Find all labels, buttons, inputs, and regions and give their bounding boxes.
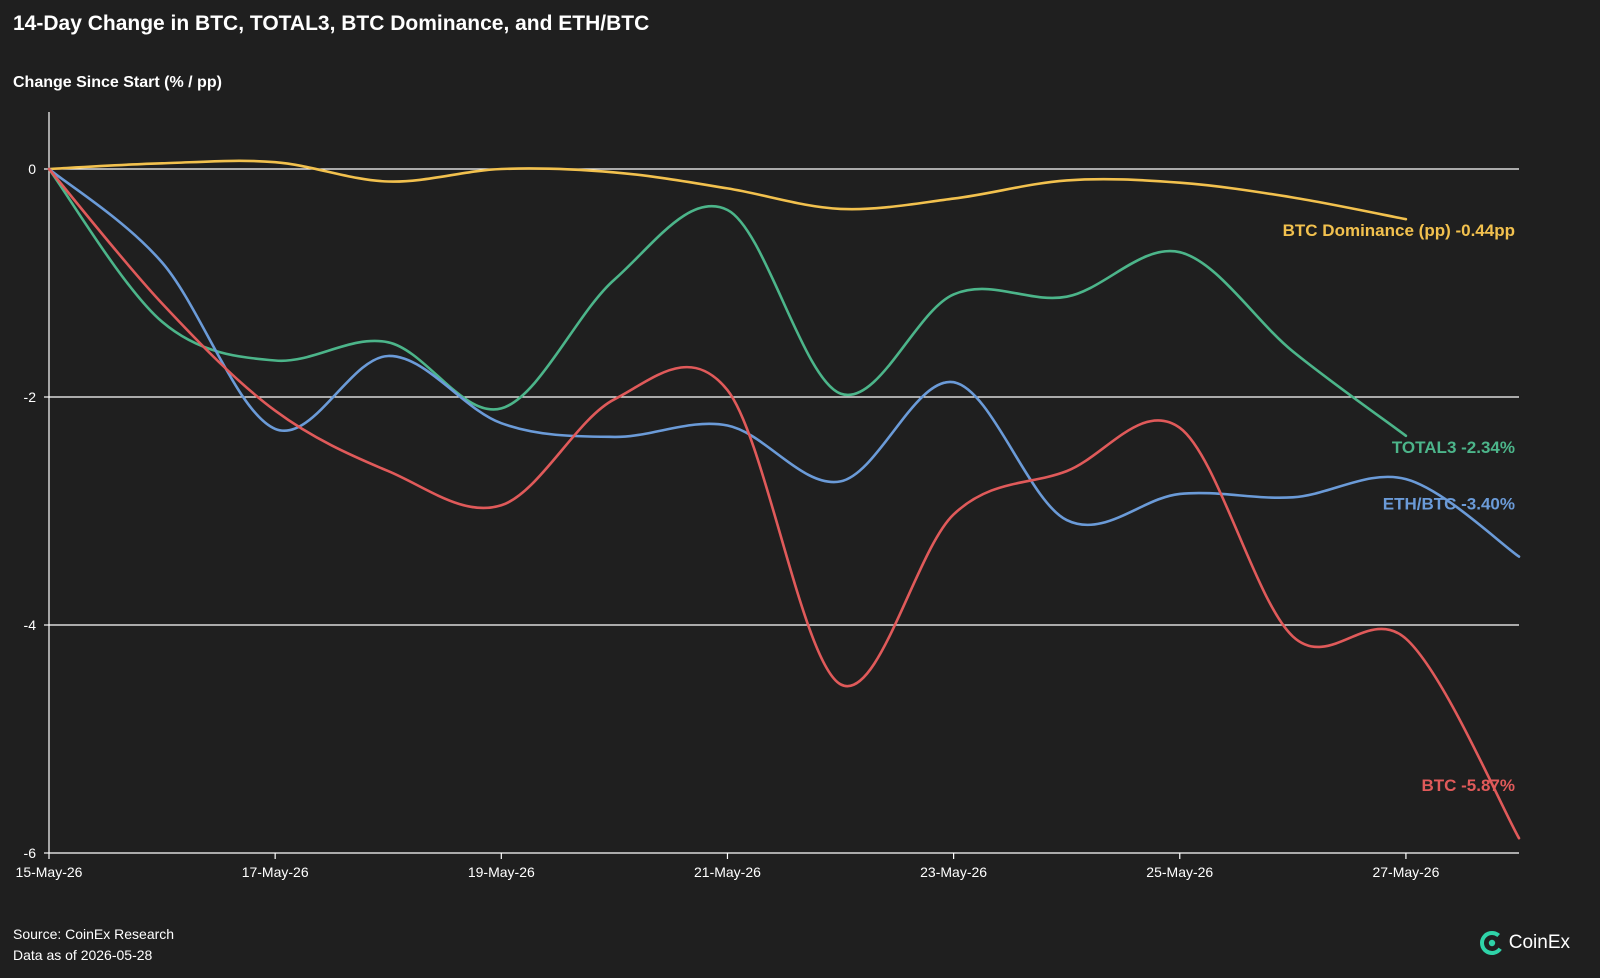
data-date-text: Data as of 2026-05-28 xyxy=(13,947,153,963)
x-tick-label: 27-May-26 xyxy=(1372,864,1439,880)
series-line-total3 xyxy=(47,167,1408,438)
grid-layer xyxy=(49,168,1519,626)
x-tick-label: 19-May-26 xyxy=(468,864,535,880)
x-tick-label: 15-May-26 xyxy=(16,864,83,880)
series-label-btc: BTC -5.87% xyxy=(1421,776,1515,795)
y-tick-label: -6 xyxy=(24,845,37,861)
chart-title: 14-Day Change in BTC, TOTAL3, BTC Domina… xyxy=(13,12,650,35)
y-axis-title: Change Since Start (% / pp) xyxy=(13,74,222,91)
series-line-btc xyxy=(47,167,1521,840)
x-tick-label: 23-May-26 xyxy=(920,864,987,880)
series-label-eth-btc: ETH/BTC -3.40% xyxy=(1383,495,1515,514)
source-text: Source: CoinEx Research xyxy=(13,926,175,942)
series-layer xyxy=(47,159,1521,840)
y-tick-label: 0 xyxy=(28,161,36,177)
coinex-logo: CoinEx xyxy=(1479,930,1570,956)
x-tick-label: 17-May-26 xyxy=(242,864,309,880)
logo-text: CoinEx xyxy=(1508,932,1570,953)
y-tick-label: -2 xyxy=(24,389,37,405)
axis-layer: 0 -2 -4 -6 15-May-26 17-May-26 19-May-26 21-May… xyxy=(16,112,1519,880)
series-line-eth-btc xyxy=(47,167,1521,558)
series-label-total3: TOTAL3 -2.34% xyxy=(1392,438,1515,457)
y-tick-label: -4 xyxy=(24,617,37,633)
source-block: Source: CoinEx Research Data as of 2026-… xyxy=(13,924,174,966)
x-tick-label: 25-May-26 xyxy=(1146,864,1213,880)
series-label-layer: BTC Dominance (pp) -0.44pp TOTAL3 -2.34% E… xyxy=(1283,221,1515,795)
x-tick-label: 21-May-26 xyxy=(694,864,761,880)
coinex-logo-icon xyxy=(1479,931,1504,955)
series-line-btc-dominance-pp xyxy=(47,159,1408,221)
series-label-btc-dominance-pp: BTC Dominance (pp) -0.44pp xyxy=(1283,221,1515,240)
